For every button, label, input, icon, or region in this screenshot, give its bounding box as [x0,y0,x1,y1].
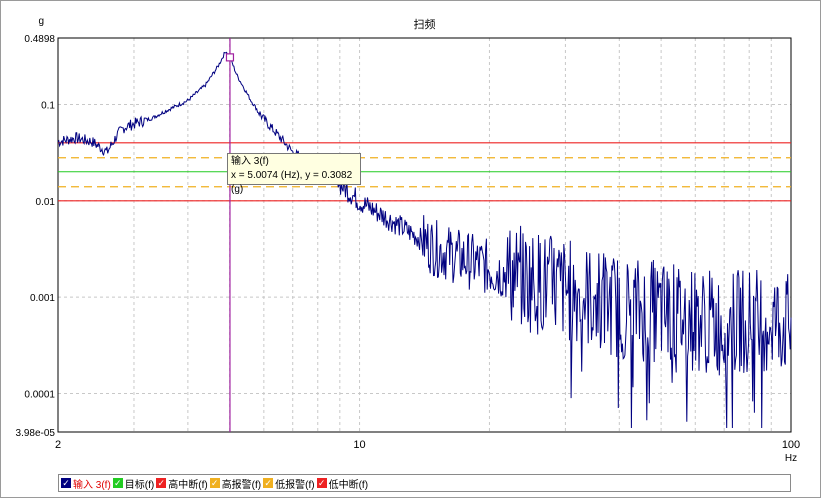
legend: ✓ 输入 3(f) ✓ 目标(f) ✓ 高中断(f) ✓ 高报警(f) ✓ 低报警(f) ✓ 低中断(… [58,474,791,492]
x-axis-label: Hz [785,453,797,464]
legend-item[interactable]: ✓ 高中断(f) [156,476,208,491]
y-tick-label: 0.001 [30,293,55,304]
legend-item[interactable]: ✓ 低中断(f) [316,476,369,491]
legend-label: 高中断(f) [168,479,208,491]
legend-checkbox[interactable]: ✓ [209,478,220,488]
cursor-marker [225,53,235,62]
legend-item[interactable]: ✓ 目标(f) [112,476,155,491]
y-tick-label: 0.4898 [24,34,55,45]
y-axis-label: g [38,16,44,27]
legend-checkbox[interactable]: ✓ [61,478,71,488]
legend-label: 低中断(f) [328,479,369,491]
legend-checkbox[interactable]: ✓ [112,478,123,488]
chart-title: 扫频 [414,17,436,31]
legend-item[interactable]: ✓ 输入 3(f) [61,476,111,491]
y-tick-label: 0.01 [36,197,56,208]
tooltip-series-name: 输入 3(f) [231,156,269,167]
y-tick-label: 0.0001 [24,389,55,400]
legend-checkbox[interactable]: ✓ [263,478,274,488]
tooltip-readout: x = 5.0074 (Hz), y = 0.3082 (g) [231,170,353,195]
x-tick-label: 2 [55,439,61,451]
legend-label: 低报警(f) [275,479,315,491]
plot-border [57,37,792,433]
series-line-input3 [57,51,792,429]
x-tick-label: 10 [353,439,365,451]
y-tick-label: 0.1 [41,100,55,111]
legend-checkbox[interactable]: ✓ [156,478,167,488]
legend-label: 输入 3(f) [73,479,111,491]
legend-item[interactable]: ✓ 高报警(f) [209,476,262,491]
x-tick-label: 100 [782,439,800,451]
y-tick-label: 3.98e-05 [16,428,56,439]
legend-label: 目标(f) [124,479,155,491]
legend-checkbox[interactable]: ✓ [316,478,327,488]
legend-item[interactable]: ✓ 低报警(f) [263,476,315,491]
cursor-tooltip: 输入 3(f) x = 5.0074 (Hz), y = 0.3082 (g) [227,153,361,195]
legend-label: 高报警(f) [221,479,262,491]
